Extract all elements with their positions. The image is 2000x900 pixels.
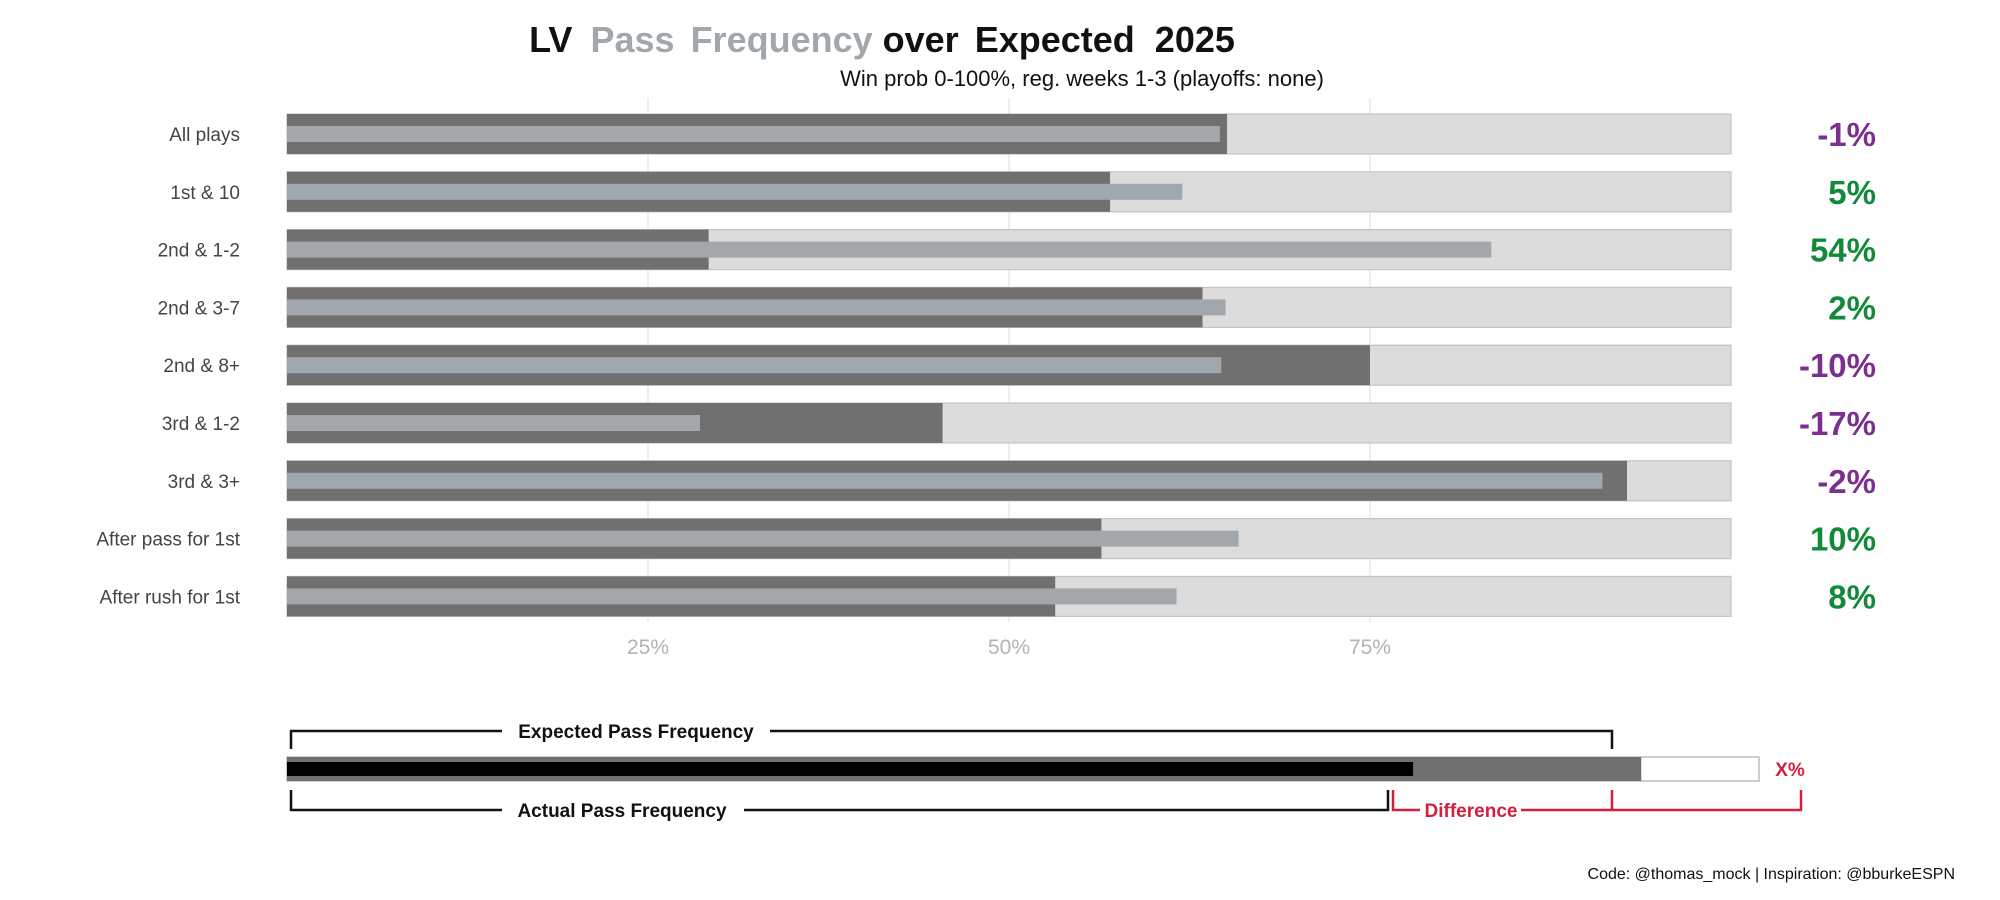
- difference-label: 8%: [1828, 578, 1876, 615]
- actual-bar: [287, 588, 1177, 605]
- chart-row: 3rd & 1-2 -17%: [162, 402, 1876, 444]
- row-label: 3rd & 1-2: [162, 414, 240, 435]
- difference-label: -17%: [1799, 405, 1876, 442]
- chart-row: After rush for 1st 8%: [100, 575, 1876, 618]
- difference-label: 54%: [1810, 232, 1876, 269]
- title-frequency: Frequency: [691, 19, 873, 60]
- row-label: All plays: [169, 125, 240, 146]
- row-label: 2nd & 1-2: [158, 241, 240, 262]
- actual-bar: [287, 241, 1492, 258]
- row-label: 3rd & 3+: [168, 472, 240, 493]
- chart-row: 2nd & 3-7 2%: [158, 286, 1876, 328]
- difference-label: 10%: [1810, 521, 1876, 558]
- title-year: 2025: [1155, 19, 1235, 60]
- legend-graphic: Expected Pass Frequency X% Actual Pass F…: [286, 722, 1805, 822]
- chart-subtitle: Win prob 0-100%, reg. weeks 1-3 (playoff…: [840, 66, 1324, 91]
- row-label: After rush for 1st: [100, 587, 241, 608]
- row-label: 1st & 10: [170, 183, 240, 204]
- actual-bar: [287, 415, 700, 431]
- chart-title: LV Pass Frequency over Expected 2025: [529, 19, 1235, 60]
- difference-label: -2%: [1817, 463, 1876, 500]
- actual-bar: [287, 299, 1226, 316]
- title-pass: Pass: [590, 19, 674, 60]
- legend-difference-label: Difference: [1425, 801, 1518, 822]
- title-team: LV: [529, 19, 572, 60]
- x-tick-label: 50%: [988, 636, 1030, 659]
- chart-row: 1st & 10 5%: [170, 171, 1876, 213]
- row-label: 2nd & 8+: [163, 356, 240, 377]
- difference-label: 5%: [1828, 174, 1876, 211]
- legend-actual-bar: [287, 762, 1414, 776]
- actual-bracket: [289, 790, 1390, 812]
- chart-row: 2nd & 8+ -10%: [163, 344, 1876, 386]
- legend-actual-label: Actual Pass Frequency: [517, 801, 727, 822]
- x-axis: 25% 50% 75%: [627, 636, 1391, 659]
- legend-expected-label: Expected Pass Frequency: [518, 722, 754, 743]
- difference-label: 2%: [1828, 289, 1876, 326]
- difference-bracket: [1391, 790, 1803, 812]
- x-tick-label: 25%: [627, 636, 669, 659]
- chart-row: All plays -1%: [169, 113, 1876, 155]
- actual-bar: [287, 126, 1220, 142]
- caption: Code: @thomas_mock | Inspiration: @bburk…: [1588, 866, 1955, 883]
- row-label: 2nd & 3-7: [158, 298, 240, 319]
- legend-x-percent: X%: [1775, 760, 1805, 781]
- chart-row: 3rd & 3+ -2%: [168, 460, 1876, 502]
- x-tick-label: 75%: [1349, 636, 1391, 659]
- difference-label: -1%: [1817, 116, 1876, 153]
- actual-bar: [287, 472, 1603, 489]
- actual-bar: [287, 357, 1222, 374]
- title-expected: Expected: [975, 19, 1135, 60]
- row-label: After pass for 1st: [96, 530, 240, 551]
- chart-row: 2nd & 1-2 54%: [158, 229, 1876, 271]
- actual-bar: [287, 183, 1183, 200]
- expected-bracket: [289, 729, 1614, 749]
- difference-label: -10%: [1799, 347, 1876, 384]
- title-over: over: [883, 19, 959, 60]
- actual-bar: [287, 530, 1239, 547]
- chart-rows: All plays -1%1st & 10 5%2nd & 1-2 54%2nd & …: [96, 113, 1876, 618]
- chart-row: After pass for 1st 10%: [96, 517, 1876, 560]
